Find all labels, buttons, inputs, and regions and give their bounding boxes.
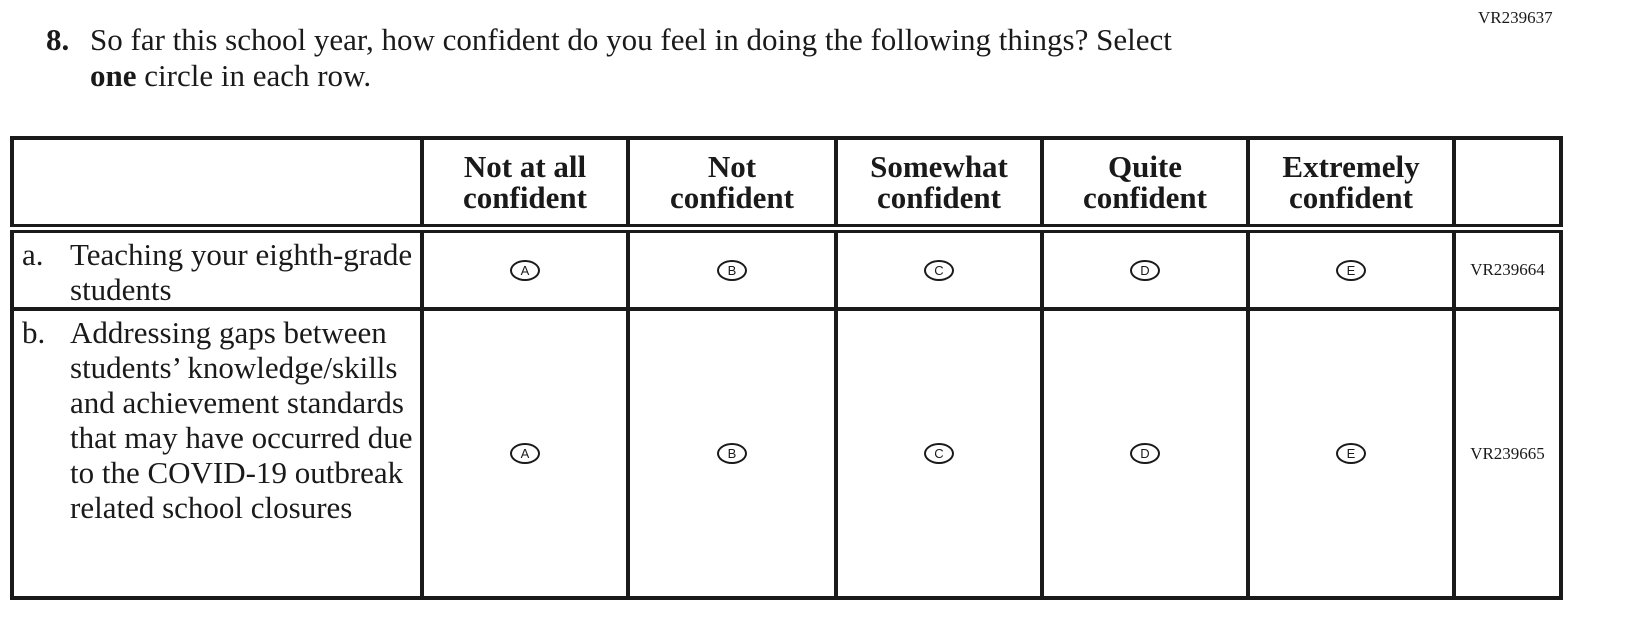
bubble-b[interactable]: B xyxy=(717,443,747,464)
question-text-2: circle in each row. xyxy=(136,58,372,93)
option-cell[interactable]: D xyxy=(1040,307,1250,600)
option-cell[interactable]: A xyxy=(420,226,630,311)
question-number: 8. xyxy=(46,22,70,57)
row-code: VR239665 xyxy=(1452,307,1563,600)
response-grid: Not at all confident Not confident Somew… xyxy=(10,136,1563,600)
bubble-a[interactable]: A xyxy=(510,259,540,281)
option-cell[interactable]: C xyxy=(834,307,1044,600)
header-not-at-all-confident: Not at all confident xyxy=(420,136,630,233)
option-cell[interactable]: B xyxy=(626,226,838,311)
option-cell[interactable]: E xyxy=(1246,226,1456,311)
row-letter: b. xyxy=(22,315,46,350)
bubble-a[interactable]: A xyxy=(510,443,540,464)
question-emphasis: one xyxy=(90,58,137,93)
row-label: a. Teaching your eighth-grade students xyxy=(10,226,424,311)
row-text: Teaching your eighth-grade students xyxy=(70,237,413,307)
header-extremely-confident: Extremely confident xyxy=(1246,136,1456,233)
bubble-b[interactable]: B xyxy=(717,259,747,281)
bubble-d[interactable]: D xyxy=(1130,443,1160,464)
option-cell[interactable]: C xyxy=(834,226,1044,311)
question-prompt: 8. So far this school year, how confident… xyxy=(46,22,1172,94)
option-cell[interactable]: B xyxy=(626,307,838,600)
header-code-blank xyxy=(1452,136,1563,233)
row-code: VR239664 xyxy=(1452,226,1563,311)
bubble-d[interactable]: D xyxy=(1130,259,1160,281)
header-not-confident: Not confident xyxy=(626,136,838,233)
row-letter: a. xyxy=(22,237,44,272)
table-row: a. Teaching your eighth-grade students A … xyxy=(10,226,1563,311)
bubble-e[interactable]: E xyxy=(1336,259,1366,281)
header-row: Not at all confident Not confident Somew… xyxy=(10,136,1563,233)
header-somewhat-confident: Somewhat confident xyxy=(834,136,1044,233)
bubble-e[interactable]: E xyxy=(1336,443,1366,464)
header-quite-confident: Quite confident xyxy=(1040,136,1250,233)
row-label: b. Addressing gaps between students’ know… xyxy=(10,307,424,600)
form-code: VR239637 xyxy=(1478,8,1553,27)
table-row: b. Addressing gaps between students’ know… xyxy=(10,307,1563,600)
option-cell[interactable]: E xyxy=(1246,307,1456,600)
question-text: So far this school year, how confident d… xyxy=(90,22,1172,57)
bubble-c[interactable]: C xyxy=(924,259,954,281)
header-blank xyxy=(10,136,424,233)
option-cell[interactable]: D xyxy=(1040,226,1250,311)
option-cell[interactable]: A xyxy=(420,307,630,600)
bubble-c[interactable]: C xyxy=(924,443,954,464)
row-text: Addressing gaps between students’ knowle… xyxy=(70,315,413,525)
